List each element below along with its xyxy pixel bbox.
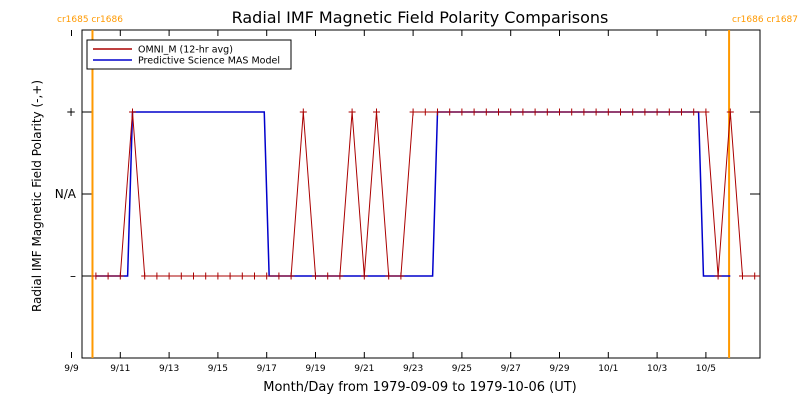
omni-point-marker xyxy=(434,108,441,116)
omni-point-marker xyxy=(348,108,356,116)
legend-label-mas: Predictive Science MAS Model xyxy=(138,56,280,67)
x-axis-label: Month/Day from 1979-09-09 to 1979-10-06 … xyxy=(263,380,576,395)
omni-point-marker xyxy=(202,272,210,280)
legend-label-omni: OMNI_M (12-hr avg) xyxy=(138,45,233,56)
omni-point-marker xyxy=(751,272,759,280)
x-tick-label: 9/15 xyxy=(208,364,228,374)
series-line-omni xyxy=(95,111,760,277)
legend-box xyxy=(86,39,292,70)
omni-point-marker xyxy=(92,272,100,280)
x-tick-label: 9/27 xyxy=(501,364,521,374)
omni-point-marker xyxy=(507,108,515,116)
x-tick-label: 9/23 xyxy=(403,364,423,374)
omni-point-marker xyxy=(446,108,454,116)
omni-point-marker xyxy=(726,108,734,116)
x-tick-label: 9/19 xyxy=(305,364,325,374)
x-tick-label: 10/1 xyxy=(598,364,618,374)
x-tick-label: 10/5 xyxy=(696,364,716,374)
series-layer xyxy=(92,108,760,280)
x-tick-label: 9/17 xyxy=(257,364,277,374)
plot-frame xyxy=(81,29,761,359)
carrington-marker-label: cr1686 cr1687 xyxy=(732,15,798,25)
omni-point-marker xyxy=(299,108,307,116)
omni-point-marker xyxy=(373,108,380,116)
y-axis-ticks: – N/A + xyxy=(55,105,760,283)
x-axis-ticks: 9/9 9/11 9/13 9/15 9/17 9/19 9/21 9/23 9/25 9/27 9… xyxy=(64,30,716,374)
x-tick-label: 9/11 xyxy=(110,364,130,374)
omni-point-marker xyxy=(482,108,490,116)
omni-point-marker xyxy=(531,108,539,116)
omni-point-marker xyxy=(702,108,710,116)
omni-point-marker xyxy=(177,272,185,280)
omni-point-marker xyxy=(226,272,234,280)
omni-point-marker xyxy=(165,272,173,280)
x-tick-label: 9/25 xyxy=(452,364,472,374)
omni-point-marker xyxy=(214,272,222,280)
carrington-marker-label: cr1685 cr1686 xyxy=(57,15,123,25)
omni-point-marker xyxy=(287,272,295,280)
y-tick-label: – xyxy=(70,269,76,283)
omni-point-marker xyxy=(458,108,466,116)
omni-point-marker xyxy=(556,108,563,116)
x-tick-label: 9/29 xyxy=(549,364,569,374)
omni-point-marker xyxy=(421,108,429,116)
omni-point-marker xyxy=(568,108,576,116)
x-tick-label: 9/13 xyxy=(159,364,179,374)
y-tick-label: N/A xyxy=(55,187,77,201)
legend: OMNI_M (12-hr avg) Predictive Science MA… xyxy=(86,39,292,70)
x-tick-label: 9/21 xyxy=(354,364,374,374)
omni-point-marker xyxy=(129,108,136,116)
omni-point-marker xyxy=(653,108,661,116)
omni-point-marker xyxy=(580,108,588,116)
omni-point-marker xyxy=(263,272,271,280)
omni-point-marker xyxy=(385,272,393,280)
carrington-markers: cr1685 cr1686 cr1686 cr1687 xyxy=(57,15,798,358)
omni-point-marker xyxy=(275,272,283,280)
omni-point-marker xyxy=(739,272,746,280)
omni-point-marker xyxy=(397,272,405,280)
omni-point-marker xyxy=(678,108,685,116)
omni-point-marker xyxy=(641,108,649,116)
omni-point-marker xyxy=(324,272,332,280)
y-axis-label: Radial IMF Magnetic Field Polarity (-,+) xyxy=(30,80,44,312)
omni-point-marker xyxy=(251,272,258,280)
omni-point-marker xyxy=(360,272,368,280)
omni-point-marker xyxy=(409,108,417,116)
omni-point-marker xyxy=(629,108,637,116)
chart-title: Radial IMF Magnetic Field Polarity Compa… xyxy=(232,8,609,27)
omni-point-marker xyxy=(519,108,527,116)
omni-point-marker xyxy=(104,272,112,280)
omni-point-marker xyxy=(190,272,197,280)
omni-point-marker xyxy=(116,272,124,280)
x-tick-label: 10/3 xyxy=(647,364,667,374)
omni-point-marker xyxy=(714,272,722,280)
omni-point-marker xyxy=(336,272,344,280)
x-tick-label: 9/9 xyxy=(64,364,79,374)
omni-point-marker xyxy=(153,272,161,280)
omni-point-marker xyxy=(690,108,698,116)
y-tick-label: + xyxy=(66,105,76,119)
omni-point-marker xyxy=(592,108,600,116)
omni-point-marker xyxy=(617,108,624,116)
omni-point-marker xyxy=(141,272,149,280)
omni-point-marker xyxy=(495,108,502,116)
omni-point-marker xyxy=(665,108,673,116)
series-line-mas xyxy=(95,111,731,277)
omni-point-marker xyxy=(238,272,246,280)
omni-point-marker xyxy=(604,108,612,116)
omni-point-marker xyxy=(470,108,478,116)
omni-point-marker xyxy=(543,108,551,116)
omni-point-marker xyxy=(312,272,319,280)
